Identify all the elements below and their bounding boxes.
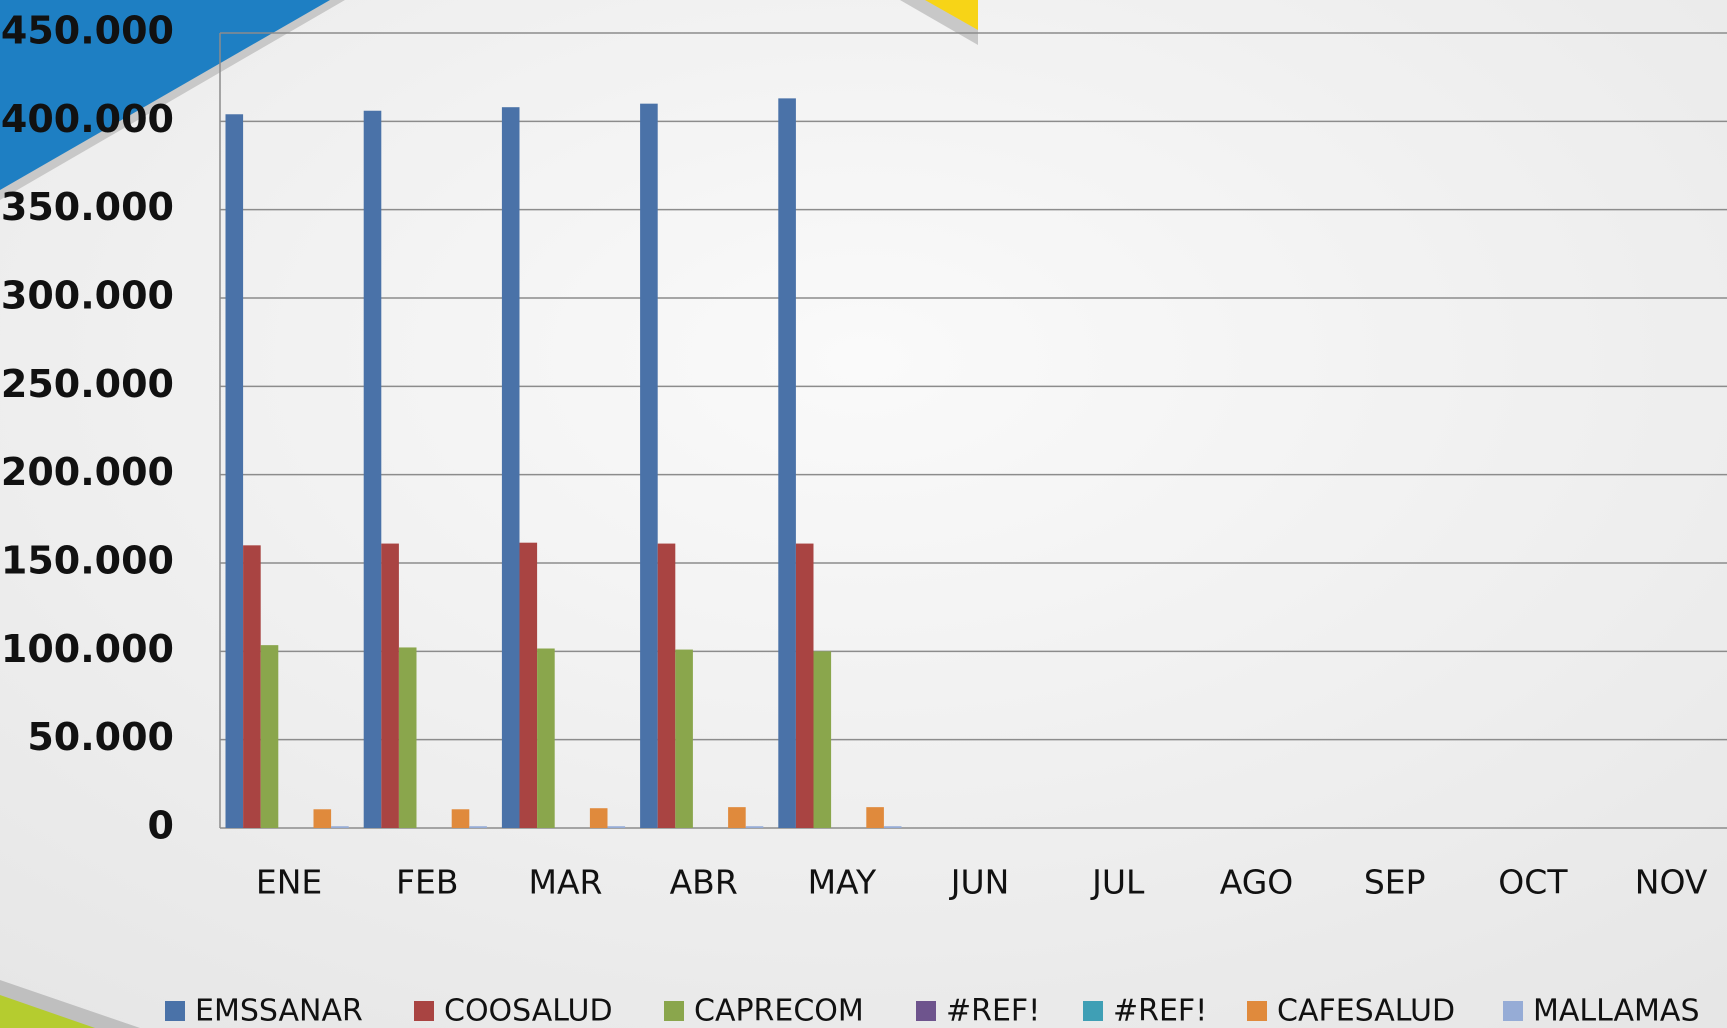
bar	[451, 809, 470, 828]
decor-blue	[0, 0, 330, 190]
decor-yellow	[925, 0, 978, 30]
bar	[607, 826, 626, 828]
bar	[866, 807, 884, 828]
bar	[589, 808, 608, 828]
bar	[469, 826, 487, 828]
y-tick-label: 350.000	[1, 185, 174, 229]
legend-swatch	[1503, 1001, 1523, 1021]
legend-label: #REF!	[946, 994, 1040, 1028]
bar	[519, 542, 538, 828]
y-tick-label: 300.000	[1, 274, 174, 318]
legend-label: MALLAMAS	[1533, 994, 1700, 1028]
bar	[657, 543, 676, 828]
x-tick-label: ENE	[256, 863, 322, 902]
x-tick-label: JUL	[1090, 863, 1145, 902]
x-tick-label: MAY	[808, 863, 877, 902]
x-tick-label: FEB	[396, 863, 458, 902]
legend-swatch	[1083, 1001, 1103, 1021]
x-tick-label: NOV	[1635, 863, 1708, 902]
bar	[675, 649, 693, 828]
legend-label: COOSALUD	[444, 994, 613, 1028]
y-tick-label: 50.000	[27, 715, 174, 759]
legend-swatch	[916, 1001, 936, 1021]
bar	[813, 651, 832, 828]
y-tick-label: 200.000	[1, 450, 174, 494]
bar	[398, 647, 417, 828]
x-tick-label: SEP	[1364, 863, 1426, 902]
bar	[243, 545, 261, 828]
bar	[225, 114, 244, 829]
legend-swatch	[165, 1001, 185, 1021]
x-tick-label: OCT	[1498, 863, 1568, 902]
bar	[728, 807, 746, 828]
y-tick-label: 450.000	[1, 9, 174, 53]
decor-green	[0, 995, 95, 1028]
x-tick-label: JUN	[949, 863, 1010, 902]
y-tick-label: 400.000	[1, 97, 174, 141]
x-tick-label: MAR	[529, 863, 603, 902]
bar	[640, 103, 658, 828]
legend-label: #REF!	[1113, 994, 1207, 1028]
legend-swatch	[414, 1001, 434, 1021]
bar	[883, 826, 902, 828]
x-tick-label: AGO	[1220, 863, 1294, 902]
legend-label: EMSSANAR	[195, 994, 363, 1028]
x-tick-label: ABR	[670, 863, 738, 902]
legend-label: CAFESALUD	[1277, 994, 1455, 1028]
bar	[313, 809, 332, 828]
bar	[260, 645, 279, 828]
y-tick-label: 150.000	[1, 539, 174, 583]
y-tick-label: 250.000	[1, 362, 174, 406]
bar	[537, 648, 555, 828]
bar	[778, 98, 796, 828]
bar	[331, 826, 349, 828]
bar	[363, 110, 382, 828]
bar	[745, 826, 764, 828]
bar	[795, 543, 814, 828]
legend-swatch	[1247, 1001, 1267, 1021]
y-tick-label: 0	[148, 804, 174, 848]
legend-swatch	[664, 1001, 684, 1021]
legend-label: CAPRECOM	[694, 994, 864, 1028]
y-tick-label: 100.000	[1, 627, 174, 671]
plot: 0 50.000 100.000 150.000 200.000 250.000 300.0…	[1, 9, 1727, 1028]
bar	[501, 107, 520, 828]
bar	[381, 543, 399, 828]
